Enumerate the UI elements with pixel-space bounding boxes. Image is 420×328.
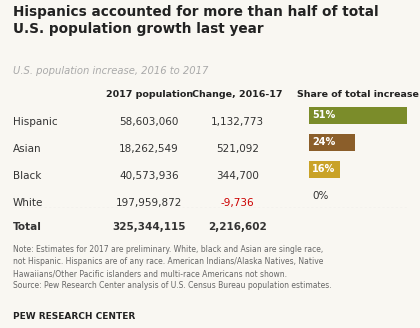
- Text: 521,092: 521,092: [216, 144, 259, 154]
- Text: Hispanics accounted for more than half of total
U.S. population growth last year: Hispanics accounted for more than half o…: [13, 5, 378, 36]
- Text: U.S. population increase, 2016 to 2017: U.S. population increase, 2016 to 2017: [13, 66, 208, 75]
- Text: 58,603,060: 58,603,060: [119, 117, 179, 127]
- Text: 2,216,602: 2,216,602: [208, 222, 267, 232]
- Text: 18,262,549: 18,262,549: [119, 144, 179, 154]
- Text: White: White: [13, 198, 43, 208]
- Text: 197,959,872: 197,959,872: [116, 198, 182, 208]
- Text: 24%: 24%: [312, 137, 335, 147]
- Text: Total: Total: [13, 222, 42, 232]
- Text: 16%: 16%: [312, 164, 335, 174]
- Text: PEW RESEARCH CENTER: PEW RESEARCH CENTER: [13, 312, 135, 321]
- Text: -9,736: -9,736: [220, 198, 254, 208]
- Text: 2017 population: 2017 population: [105, 90, 193, 99]
- Text: Black: Black: [13, 171, 41, 181]
- Text: 325,344,115: 325,344,115: [113, 222, 186, 232]
- Text: Hispanic: Hispanic: [13, 117, 57, 127]
- Text: Share of total increase: Share of total increase: [297, 90, 419, 99]
- Text: Change, 2016-17: Change, 2016-17: [192, 90, 283, 99]
- Text: 344,700: 344,700: [216, 171, 259, 181]
- Text: 40,573,936: 40,573,936: [119, 171, 179, 181]
- Text: 51%: 51%: [312, 111, 335, 120]
- Text: 1,132,773: 1,132,773: [211, 117, 264, 127]
- Text: 0%: 0%: [312, 191, 328, 201]
- Text: Note: Estimates for 2017 are preliminary. White, black and Asian are single race: Note: Estimates for 2017 are preliminary…: [13, 245, 331, 290]
- Text: Asian: Asian: [13, 144, 41, 154]
